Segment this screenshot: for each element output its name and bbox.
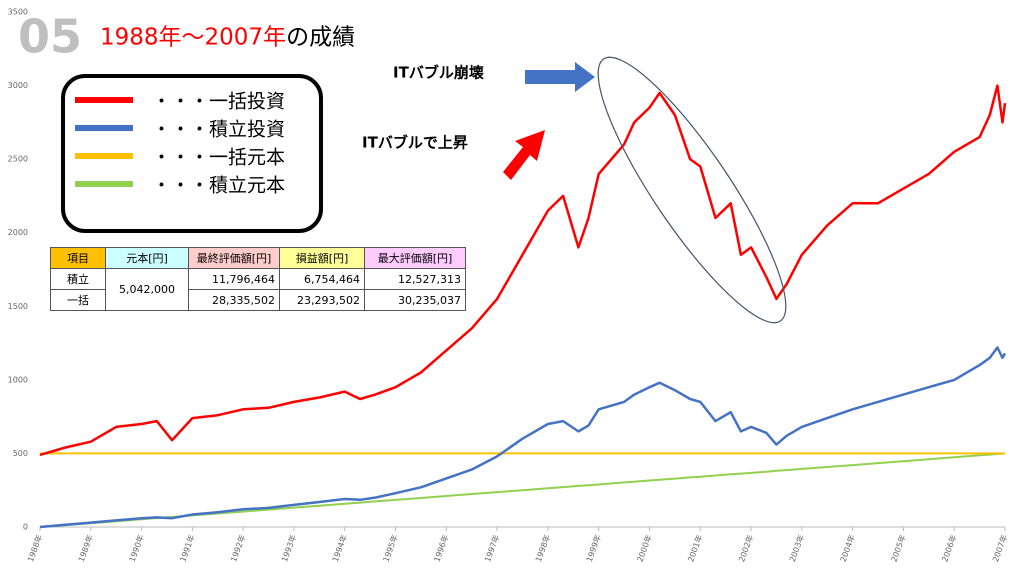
legend-label: ・・・積立元本	[152, 175, 285, 197]
x-tick-label: 2001年	[685, 533, 704, 563]
x-tick-label: 2005年	[889, 533, 908, 563]
arrow	[503, 130, 545, 180]
x-tick-label: 1997年	[482, 533, 501, 563]
x-tick-label: 1988年	[25, 533, 44, 563]
x-tick-label: 1993年	[279, 533, 298, 563]
y-tick-label: 3000	[8, 81, 28, 90]
highlight-ellipse	[597, 56, 787, 324]
x-tick-label: 2000年	[635, 533, 654, 563]
table-cell: 30,235,037	[364, 289, 466, 311]
x-tick-label: 1990年	[127, 533, 146, 563]
x-tick-label: 2003年	[787, 533, 806, 563]
table-header: 項目	[50, 247, 106, 269]
table-cell: 23,293,502	[279, 289, 365, 311]
x-tick-label: 2002年	[736, 533, 755, 563]
legend-label: ・・・積立投資	[152, 119, 285, 141]
table-header: 元本[円]	[105, 247, 189, 269]
y-tick-label: 1000	[8, 375, 28, 384]
annotation: ITバブルで上昇	[362, 134, 468, 152]
table-cell: 5,042,000	[105, 268, 189, 311]
chart-title: 1988年～2007年	[100, 25, 286, 51]
chart-title-suffix: の成績	[286, 25, 355, 51]
legend-box	[61, 74, 323, 233]
x-tick-label: 1989年	[76, 533, 95, 563]
table-header: 最大評価額[円]	[364, 247, 466, 269]
x-tick-label: 1994年	[330, 533, 349, 563]
series-line	[39, 346, 1007, 529]
x-tick-label: 1992年	[228, 533, 247, 563]
arrow	[525, 62, 595, 92]
annotation: ITバブル崩壊	[393, 64, 484, 82]
x-tick-label: 1996年	[431, 533, 450, 563]
table-cell: 12,527,313	[364, 268, 466, 290]
legend-label: ・・・一括投資	[152, 91, 285, 113]
y-tick-label: 2500	[8, 155, 28, 164]
table-cell: 11,796,464	[188, 268, 280, 290]
table-cell: 6,754,464	[279, 268, 365, 290]
section-number: 05	[18, 10, 82, 64]
y-tick-label: 500	[13, 449, 28, 458]
x-tick-label: 1999年	[584, 533, 603, 563]
x-tick-label: 1995年	[381, 533, 400, 563]
result-table: 項目 元本[円] 最終評価額[円] 損益額[円] 最大評価額[円] 積立 5,0…	[50, 247, 466, 311]
y-tick-label: 2000	[8, 228, 28, 237]
table-cell: 一括	[50, 289, 106, 311]
series-line	[39, 84, 1007, 457]
y-tick-label: 1500	[8, 302, 28, 311]
y-tick-label: 3500	[8, 8, 28, 17]
series-line	[39, 452, 1006, 528]
x-tick-label: 2006年	[939, 533, 958, 563]
legend-label: ・・・一括元本	[152, 147, 285, 169]
table-header: 最終評価額[円]	[188, 247, 280, 269]
table-cell: 積立	[50, 268, 106, 290]
x-tick-label: 2007年	[990, 533, 1009, 563]
x-tick-label: 1998年	[533, 533, 552, 563]
y-tick-label: 0	[23, 523, 28, 532]
table-cell: 28,335,502	[188, 289, 280, 311]
table-header: 損益額[円]	[279, 247, 365, 269]
x-tick-label: 1991年	[178, 533, 197, 563]
x-tick-label: 2004年	[838, 533, 857, 563]
